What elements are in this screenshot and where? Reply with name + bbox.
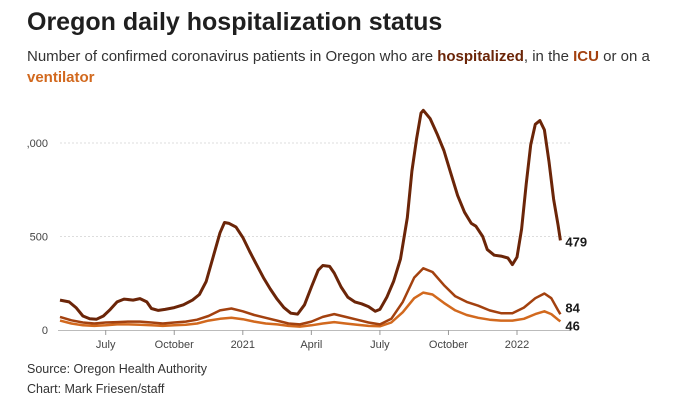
subtitle-text-1: Number of confirmed coronavirus patients… [27,48,438,65]
chart-subtitle: Number of confirmed coronavirus patients… [27,46,657,88]
end-labels: 479 84 46 [565,234,587,333]
legend-hospitalized: hospitalized [437,48,524,65]
x-tick-label: 2021 [231,339,255,351]
x-tick-label: October [155,339,194,351]
y-axis: 0 500 ,000 [27,138,570,337]
legend-ventilator: ventilator [27,69,95,86]
subtitle-text-2: , in the [523,48,574,65]
end-label-hospitalized: 479 [565,234,587,249]
end-label-ventilator: 46 [565,318,579,333]
x-tick-label: July [370,339,390,351]
series-line-ventilator [59,291,562,328]
y-tick-label: ,000 [27,138,48,150]
legend-icu: ICU [573,48,599,65]
x-tick-label: April [300,339,322,351]
subtitle-text-3: or on a [598,48,650,65]
end-label-icu: 84 [565,300,580,315]
x-axis: July October 2021 April July October 2022 [96,330,529,351]
chart-title: Oregon daily hospitalization status [27,8,443,36]
series-line-icu [59,267,562,326]
x-tick-label: October [429,339,468,351]
x-tick-label: 2022 [505,339,529,351]
y-tick-label: 500 [30,232,48,244]
source-note: Source: Oregon Health Authority [27,362,207,376]
x-tick-label: July [96,339,116,351]
credit-note: Chart: Mark Friesen/staff [27,382,165,396]
series-line-hospitalized [59,108,562,321]
y-tick-label: 0 [42,325,48,337]
series-lines [59,108,562,328]
